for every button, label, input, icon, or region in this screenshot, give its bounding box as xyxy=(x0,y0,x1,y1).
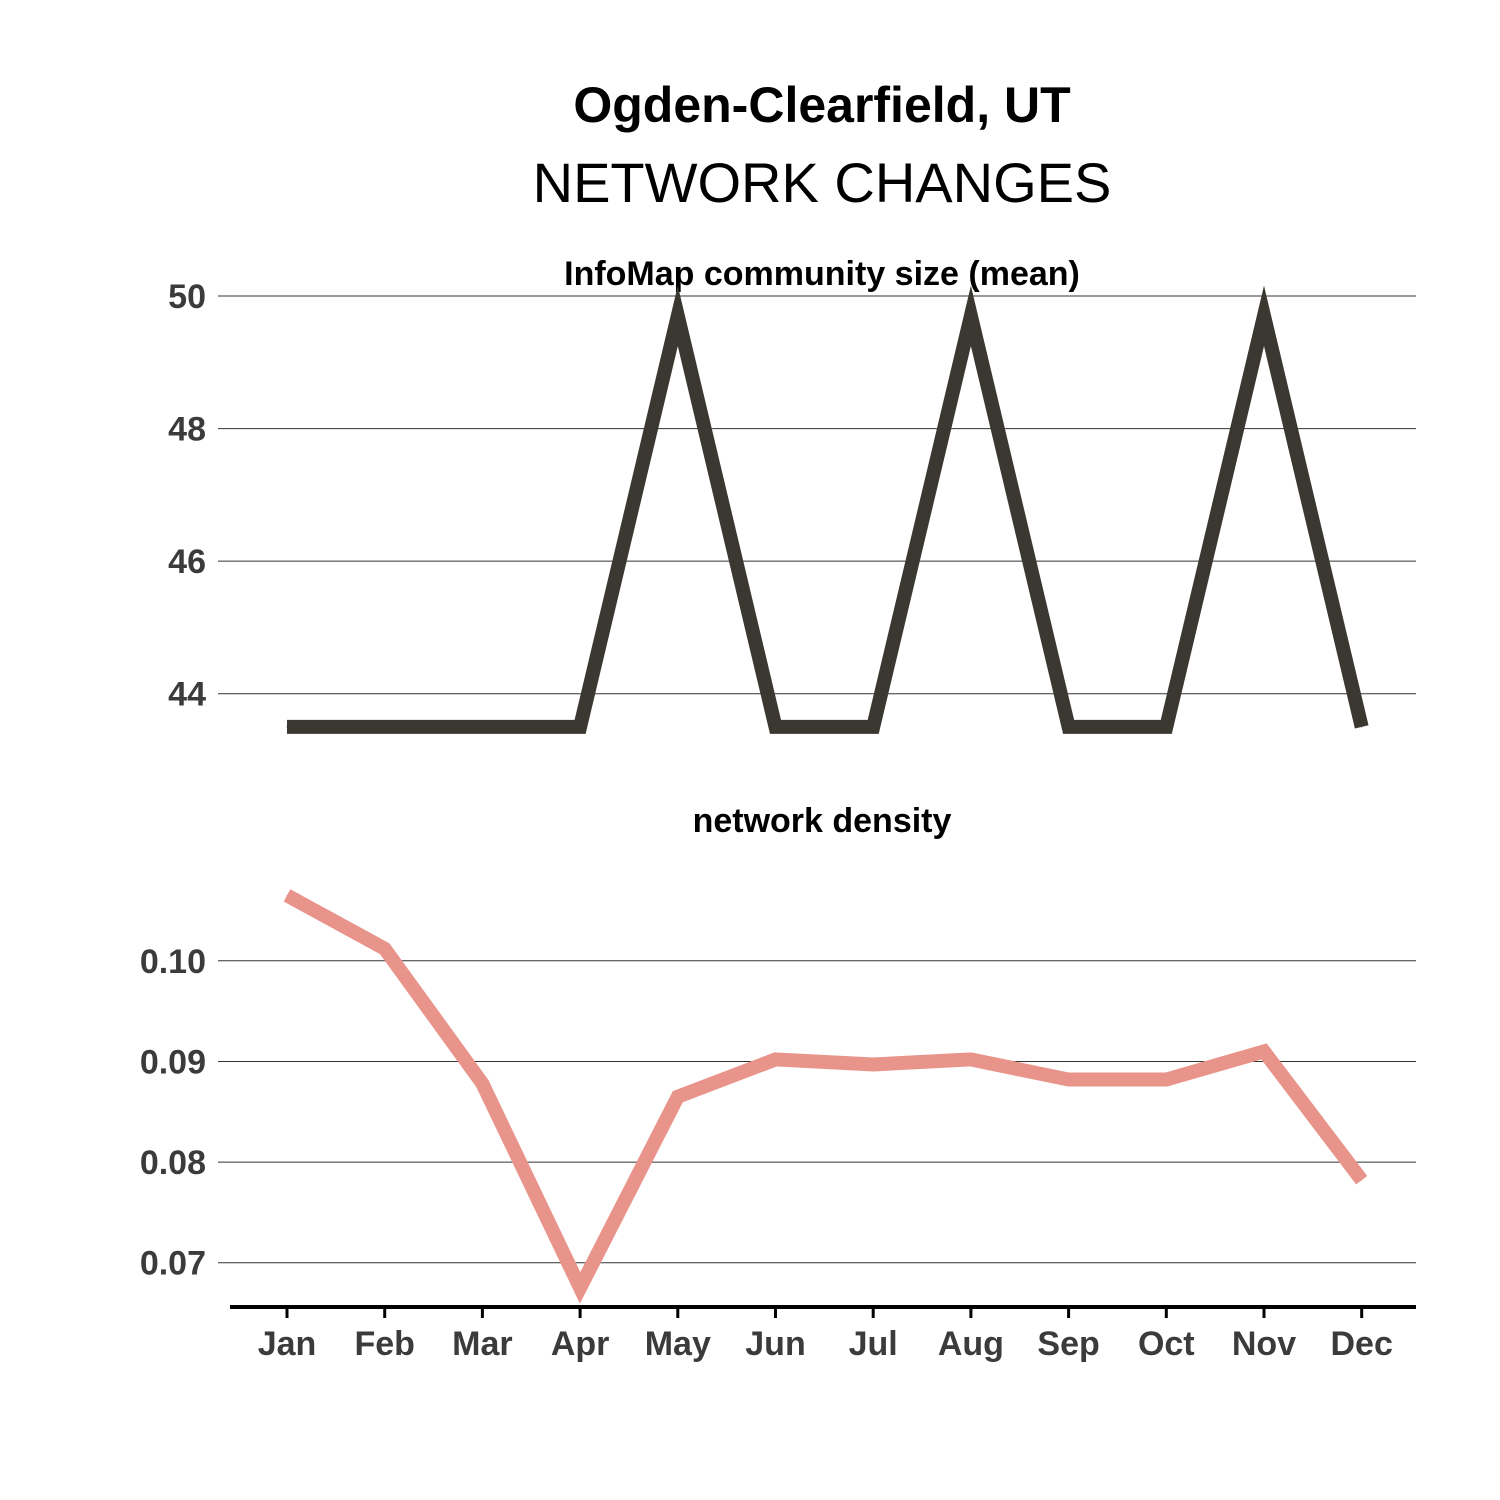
data-point xyxy=(677,1096,679,1098)
data-point xyxy=(286,726,288,728)
x-tick-label: Jan xyxy=(258,1325,317,1363)
y-tick-label: 50 xyxy=(168,278,206,316)
data-point xyxy=(579,726,581,728)
chart-subtitle: NETWORK CHANGES xyxy=(533,151,1112,214)
y-tick-label: 0.09 xyxy=(140,1043,206,1081)
y-tick-label: 44 xyxy=(168,676,206,714)
data-point xyxy=(1068,1079,1070,1081)
data-point xyxy=(1263,315,1265,317)
x-tick-label: Dec xyxy=(1331,1325,1393,1363)
panel-network-density: network density 0.07 0.08 0.09 0.10 xyxy=(140,802,1416,1304)
data-point xyxy=(384,726,386,728)
data-point xyxy=(1263,1050,1265,1052)
x-tick-label: Apr xyxy=(551,1325,610,1363)
gridlines-network-density xyxy=(218,960,1416,1264)
panel-title-community-size: InfoMap community size (mean) xyxy=(564,255,1080,293)
y-tick-label: 48 xyxy=(168,411,206,449)
data-point xyxy=(1361,1179,1363,1181)
data-point xyxy=(970,315,972,317)
chart-title: Ogden-Clearfield, UT xyxy=(573,77,1070,133)
x-ticks: Jan Feb Mar Apr May Jun Jul Aug Sep Oct Nov Dec xyxy=(258,1307,1393,1363)
x-tick-label: Oct xyxy=(1138,1325,1195,1363)
data-point xyxy=(872,726,874,728)
data-point xyxy=(481,1083,483,1085)
data-point xyxy=(1361,726,1363,728)
x-tick-label: Nov xyxy=(1232,1325,1296,1363)
series-line xyxy=(283,889,1368,1304)
data-point xyxy=(1068,726,1070,728)
data-point xyxy=(872,1063,874,1065)
series-community-size xyxy=(286,285,1369,734)
gridlines-community-size xyxy=(218,295,1416,695)
y-tick-label: 0.07 xyxy=(140,1245,206,1283)
x-tick-label: Sep xyxy=(1037,1325,1099,1363)
y-tick-label: 46 xyxy=(168,543,206,581)
x-tick-label: May xyxy=(645,1325,711,1363)
x-tick-label: Aug xyxy=(938,1325,1004,1363)
panel-title-network-density: network density xyxy=(693,802,952,840)
data-point xyxy=(1165,1079,1167,1081)
y-tick-label: 0.10 xyxy=(140,943,206,981)
y-ticks-community-size: 44 46 48 50 xyxy=(168,278,206,714)
panel-community-size: InfoMap community size (mean) 44 46 48 50 xyxy=(168,255,1416,734)
x-axis: Jan Feb Mar Apr May Jun Jul Aug Sep Oct Nov Dec xyxy=(230,1305,1416,1363)
x-tick-label: Feb xyxy=(354,1325,414,1363)
data-point xyxy=(775,1058,776,1060)
data-point xyxy=(677,315,679,317)
x-tick-label: Jun xyxy=(745,1325,805,1363)
data-point xyxy=(579,1287,581,1289)
data-point xyxy=(384,948,386,950)
series-network-density xyxy=(283,889,1368,1304)
data-point xyxy=(775,726,776,728)
x-tick-label: Mar xyxy=(452,1325,512,1363)
data-point xyxy=(970,1058,972,1060)
data-point xyxy=(286,894,288,896)
y-ticks-network-density: 0.07 0.08 0.09 0.10 xyxy=(140,943,206,1283)
y-tick-label: 0.08 xyxy=(140,1144,206,1182)
x-tick-label: Jul xyxy=(849,1325,898,1363)
data-point xyxy=(481,726,483,728)
data-point xyxy=(1165,726,1167,728)
series-line xyxy=(287,285,1369,734)
